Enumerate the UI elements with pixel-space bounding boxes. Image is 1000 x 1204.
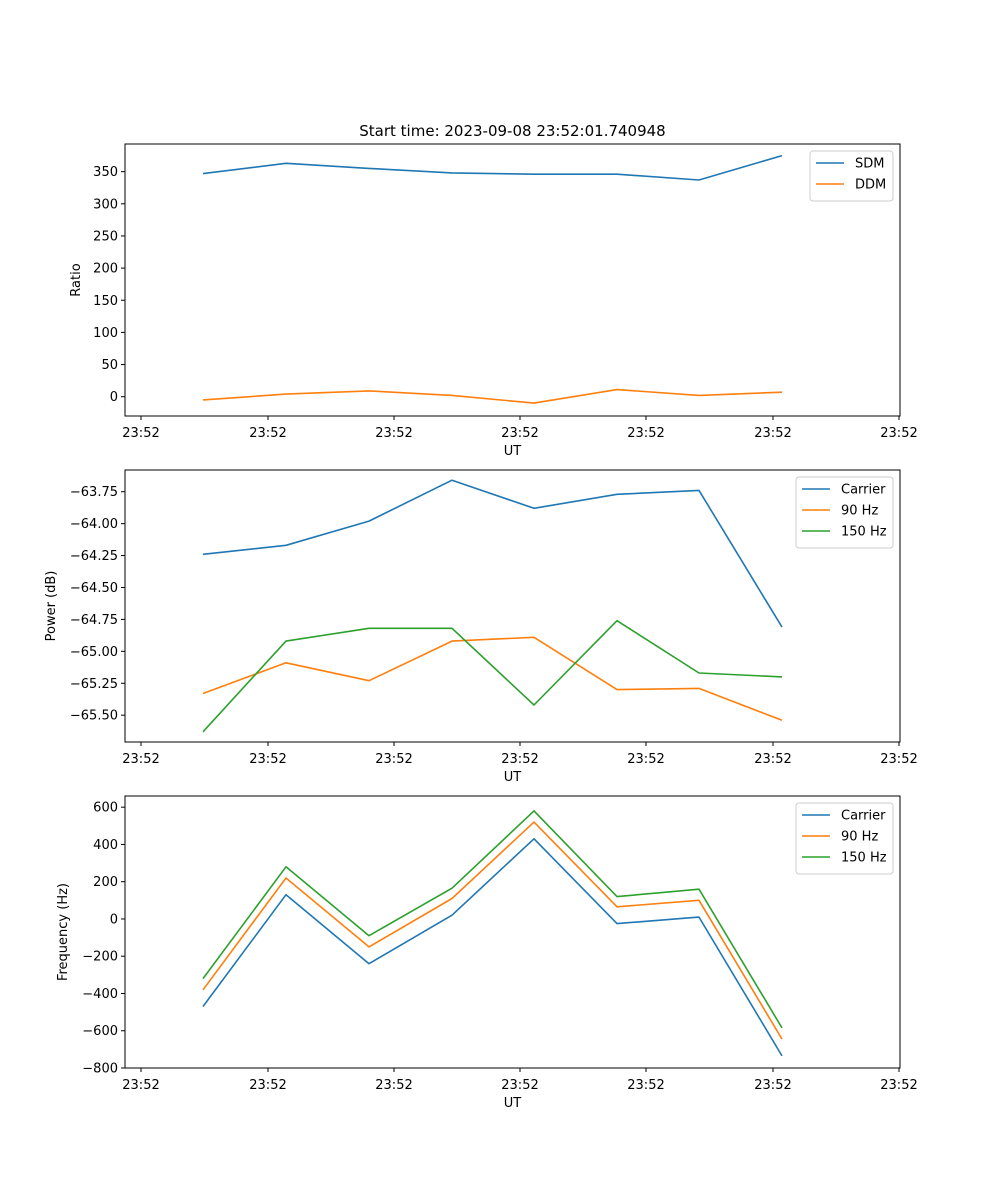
y-tick-label: 0: [110, 390, 118, 405]
x-tick-label: 23:52: [122, 426, 159, 441]
y-tick-label: −400: [82, 987, 118, 1002]
y-axis-label: Power (dB): [44, 571, 59, 642]
y-tick-label: 0: [110, 912, 118, 927]
y-tick-label: −65.25: [70, 677, 118, 692]
x-tick-label: 23:52: [880, 426, 917, 441]
y-tick-label: 600: [93, 801, 118, 816]
y-tick-label: −65.50: [70, 709, 118, 724]
y-tick-label: 300: [93, 197, 118, 212]
y-tick-label: 350: [93, 165, 118, 180]
legend-label: SDM: [855, 157, 884, 172]
x-tick-label: 23:52: [754, 1078, 791, 1093]
x-tick-label: 23:52: [249, 752, 286, 767]
x-tick-label: 23:52: [375, 752, 412, 767]
x-tick-label: 23:52: [880, 752, 917, 767]
y-tick-label: 50: [101, 358, 118, 373]
x-tick-label: 23:52: [122, 1078, 159, 1093]
legend-label: 90 Hz: [841, 504, 878, 519]
x-tick-label: 23:52: [501, 752, 538, 767]
x-tick-label: 23:52: [249, 1078, 286, 1093]
legend-label: 150 Hz: [841, 525, 887, 540]
legend-label: DDM: [855, 178, 886, 193]
x-tick-label: 23:52: [627, 1078, 664, 1093]
y-tick-label: −200: [82, 950, 118, 965]
y-tick-label: −600: [82, 1024, 118, 1039]
x-tick-label: 23:52: [754, 752, 791, 767]
y-tick-label: −800: [82, 1062, 118, 1077]
y-axis-label: Frequency (Hz): [56, 883, 71, 981]
legend-label: Carrier: [841, 483, 886, 498]
y-tick-label: 200: [93, 262, 118, 277]
x-tick-label: 23:52: [375, 1078, 412, 1093]
y-tick-label: −64.75: [70, 613, 118, 628]
y-tick-label: 150: [93, 294, 118, 309]
y-tick-label: −64.50: [70, 581, 118, 596]
x-tick-label: 23:52: [627, 752, 664, 767]
figure-title: Start time: 2023-09-08 23:52:01.740948: [359, 122, 665, 140]
y-tick-label: −63.75: [70, 485, 118, 500]
x-axis-label: UT: [504, 444, 522, 459]
x-axis-label: UT: [504, 1096, 522, 1111]
y-tick-label: −64.00: [70, 517, 118, 532]
x-tick-label: 23:52: [627, 426, 664, 441]
x-axis-label: UT: [504, 770, 522, 785]
x-tick-label: 23:52: [880, 1078, 917, 1093]
x-tick-label: 23:52: [122, 752, 159, 767]
y-tick-label: 250: [93, 229, 118, 244]
x-tick-label: 23:52: [754, 426, 791, 441]
y-tick-label: −65.00: [70, 645, 118, 660]
x-tick-label: 23:52: [375, 426, 412, 441]
y-tick-label: −64.25: [70, 549, 118, 564]
x-tick-label: 23:52: [501, 426, 538, 441]
y-tick-label: 100: [93, 326, 118, 341]
x-tick-label: 23:52: [501, 1078, 538, 1093]
legend-label: 150 Hz: [841, 851, 887, 866]
legend-label: Carrier: [841, 809, 886, 824]
y-tick-label: 200: [93, 875, 118, 890]
legend-label: 90 Hz: [841, 830, 878, 845]
x-tick-label: 23:52: [249, 426, 286, 441]
y-axis-label: Ratio: [69, 263, 84, 296]
y-tick-label: 400: [93, 838, 118, 853]
